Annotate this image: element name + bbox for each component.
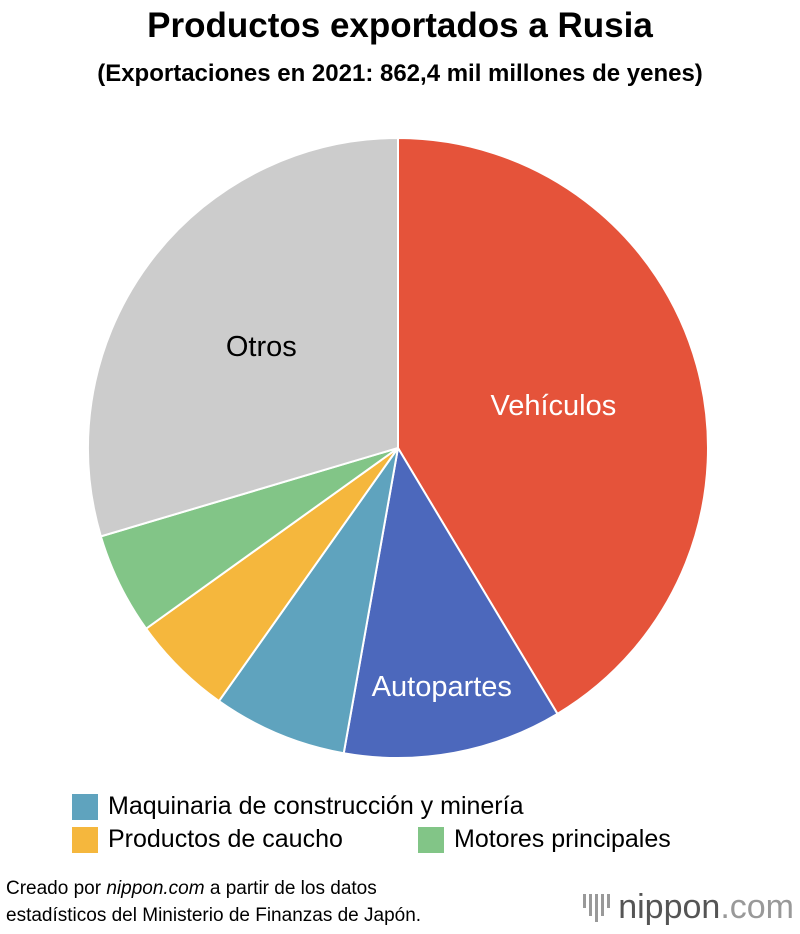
slice-label: Otros	[226, 331, 297, 363]
source-suffix: a partir de los datos	[204, 878, 377, 899]
legend-label: Productos de caucho	[108, 825, 343, 853]
legend-item-motores: Motores principales	[418, 825, 671, 854]
legend-label: Maquinaria de construcción y minería	[108, 792, 524, 820]
slice-label: Vehículos	[490, 390, 616, 422]
legend-swatch	[72, 793, 98, 820]
source-site: nippon.com	[106, 878, 205, 899]
nippon-logo: nippon .com	[583, 888, 794, 927]
logo-text: nippon	[618, 888, 721, 926]
legend-swatch	[418, 826, 444, 853]
pie-slice-1	[342, 445, 559, 759]
slice-label: Autopartes	[372, 671, 512, 703]
legend-label: Motores principales	[454, 825, 671, 853]
chart-subtitle: (Exportaciones en 2021: 862,4 mil millon…	[97, 60, 703, 87]
source-line2: estadísticos del Ministerio de Finanzas …	[6, 905, 422, 926]
source-prefix: Creado por	[6, 878, 107, 899]
pie-slice-2	[217, 447, 399, 755]
chart-title: Productos exportados a Rusia	[147, 6, 653, 45]
legend-swatch	[72, 826, 98, 853]
legend-item-caucho: Productos de caucho	[72, 825, 343, 854]
source-note: Creado por nippon.com a partir de los da…	[6, 875, 421, 929]
pie-slice-5	[87, 136, 399, 538]
logo-bars-icon	[583, 893, 611, 922]
legend-item-maquinaria: Maquinaria de construcción y minería	[72, 792, 523, 821]
logo-suffix: .com	[720, 888, 794, 926]
pie-slice-0	[397, 136, 709, 716]
